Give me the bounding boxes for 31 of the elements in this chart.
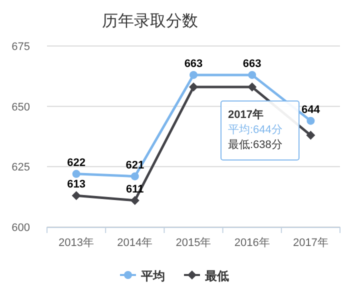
x-tick-label: 2015年 [176,237,212,249]
y-tick-label: 600 [12,222,30,234]
point [248,82,257,92]
data-label: 663 [242,58,262,70]
y-tick-label: 675 [12,41,30,53]
point [72,191,81,200]
y-tick-label: 650 [12,101,30,114]
y-tick-label: 625 [12,162,30,174]
x-tick-label: 2017年 [292,237,328,249]
x-tick-label: 2013年 [58,237,94,249]
point [130,196,140,205]
point [248,70,256,79]
point [190,70,198,79]
data-label: 644 [302,104,321,116]
point [189,82,198,92]
data-label: 613 [67,178,86,191]
data-label: 663 [184,58,203,70]
point [306,116,315,125]
chart-title: 历年录取分数 [102,13,198,30]
point [306,130,316,140]
x-tick-label: 2014年 [117,237,153,249]
point [72,170,80,178]
data-label: 621 [126,159,144,172]
data-label: 622 [67,156,86,169]
legend-label: 最低 [204,269,229,283]
annotation: 2017年 [228,108,264,121]
x-tick-label: 2016年 [234,237,270,249]
point [130,172,139,180]
annotation: 平均:644分 [228,124,282,136]
legend-label: 平均 [140,269,165,283]
annotation: 最低:638分 [228,139,282,151]
